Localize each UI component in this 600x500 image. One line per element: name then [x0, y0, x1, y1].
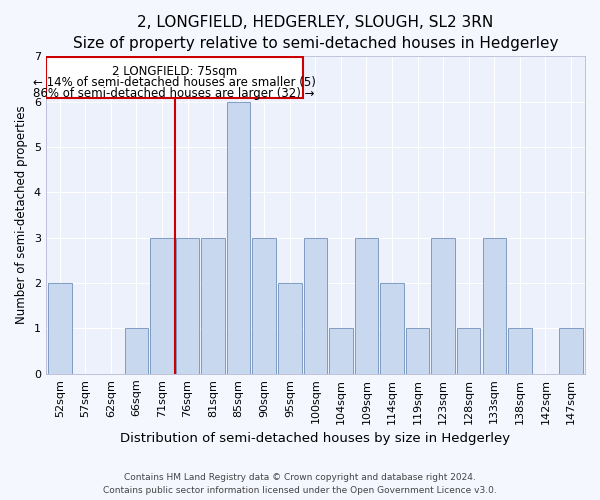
- Bar: [46, 57, 302, 98]
- Bar: [329, 328, 353, 374]
- Bar: [253, 238, 276, 374]
- Bar: [508, 328, 532, 374]
- Y-axis label: Number of semi-detached properties: Number of semi-detached properties: [15, 106, 28, 324]
- Bar: [355, 238, 378, 374]
- Bar: [457, 328, 481, 374]
- Bar: [559, 328, 583, 374]
- Bar: [431, 238, 455, 374]
- Bar: [380, 283, 404, 374]
- Text: Contains HM Land Registry data © Crown copyright and database right 2024.
Contai: Contains HM Land Registry data © Crown c…: [103, 473, 497, 495]
- Text: 86% of semi-detached houses are larger (32) →: 86% of semi-detached houses are larger (…: [34, 87, 315, 100]
- Bar: [278, 283, 302, 374]
- Bar: [202, 238, 225, 374]
- Bar: [227, 102, 250, 374]
- Title: 2, LONGFIELD, HEDGERLEY, SLOUGH, SL2 3RN
Size of property relative to semi-detac: 2, LONGFIELD, HEDGERLEY, SLOUGH, SL2 3RN…: [73, 15, 558, 51]
- Text: 2 LONGFIELD: 75sqm: 2 LONGFIELD: 75sqm: [112, 64, 237, 78]
- Bar: [176, 238, 199, 374]
- Bar: [406, 328, 430, 374]
- Bar: [304, 238, 327, 374]
- Text: ← 14% of semi-detached houses are smaller (5): ← 14% of semi-detached houses are smalle…: [32, 76, 316, 88]
- X-axis label: Distribution of semi-detached houses by size in Hedgerley: Distribution of semi-detached houses by …: [120, 432, 511, 445]
- Bar: [482, 238, 506, 374]
- Bar: [48, 283, 71, 374]
- Bar: [125, 328, 148, 374]
- Bar: [150, 238, 174, 374]
